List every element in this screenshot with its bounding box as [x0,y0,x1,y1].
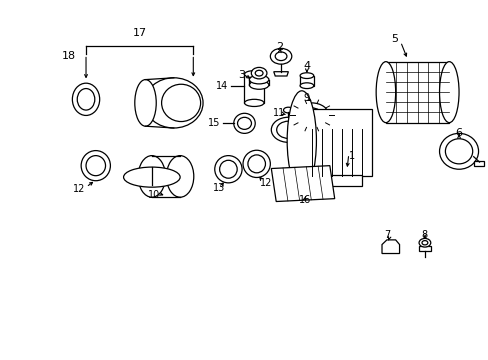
Ellipse shape [276,121,300,138]
Text: 16: 16 [299,195,311,205]
Circle shape [251,67,266,79]
Text: 9: 9 [303,93,309,103]
Text: 4: 4 [303,61,310,71]
Bar [301,109,372,176]
Circle shape [421,240,427,245]
Ellipse shape [244,99,264,107]
Ellipse shape [243,150,270,177]
Ellipse shape [271,117,305,142]
Ellipse shape [445,139,472,164]
Circle shape [270,48,291,64]
Ellipse shape [439,62,458,123]
Text: 12: 12 [260,178,272,188]
Circle shape [275,52,286,60]
Text: 14: 14 [216,81,228,91]
Ellipse shape [77,89,95,110]
Text: 18: 18 [62,51,76,61]
Bar [300,76,313,86]
Ellipse shape [375,62,395,123]
Ellipse shape [144,78,203,128]
Text: 7: 7 [384,230,390,240]
Ellipse shape [249,75,268,84]
Text: 13: 13 [212,183,224,193]
Ellipse shape [161,84,200,122]
Polygon shape [381,240,399,253]
Bar [385,62,448,123]
Bar [244,74,264,103]
Ellipse shape [166,156,193,197]
Text: 11: 11 [272,108,284,118]
Polygon shape [271,166,334,202]
Ellipse shape [86,156,105,176]
Ellipse shape [135,80,156,126]
Text: 3: 3 [238,70,245,80]
Circle shape [255,70,263,76]
Ellipse shape [439,134,478,169]
Bar [312,175,361,186]
Ellipse shape [300,73,313,78]
Ellipse shape [249,81,268,89]
Ellipse shape [214,156,242,183]
Text: 1: 1 [348,150,354,161]
Ellipse shape [244,71,264,78]
Ellipse shape [138,156,165,197]
Circle shape [294,103,328,128]
Polygon shape [273,72,288,76]
Ellipse shape [237,117,251,129]
Circle shape [418,238,430,247]
Ellipse shape [123,167,180,187]
Ellipse shape [283,107,293,113]
Ellipse shape [247,155,265,173]
Text: 5: 5 [390,34,397,44]
Ellipse shape [219,160,237,178]
Ellipse shape [300,83,313,89]
Polygon shape [418,246,430,251]
Text: 10: 10 [148,190,160,200]
Text: 8: 8 [421,230,427,239]
Bar [473,161,484,166]
Circle shape [301,108,322,123]
Text: 12: 12 [72,184,85,194]
Text: 17: 17 [132,28,146,38]
Text: 2: 2 [276,42,283,52]
Text: 15: 15 [208,118,220,128]
Text: 6: 6 [455,128,462,138]
Ellipse shape [233,113,255,134]
Ellipse shape [286,91,316,190]
Ellipse shape [81,150,110,181]
Ellipse shape [72,83,100,116]
